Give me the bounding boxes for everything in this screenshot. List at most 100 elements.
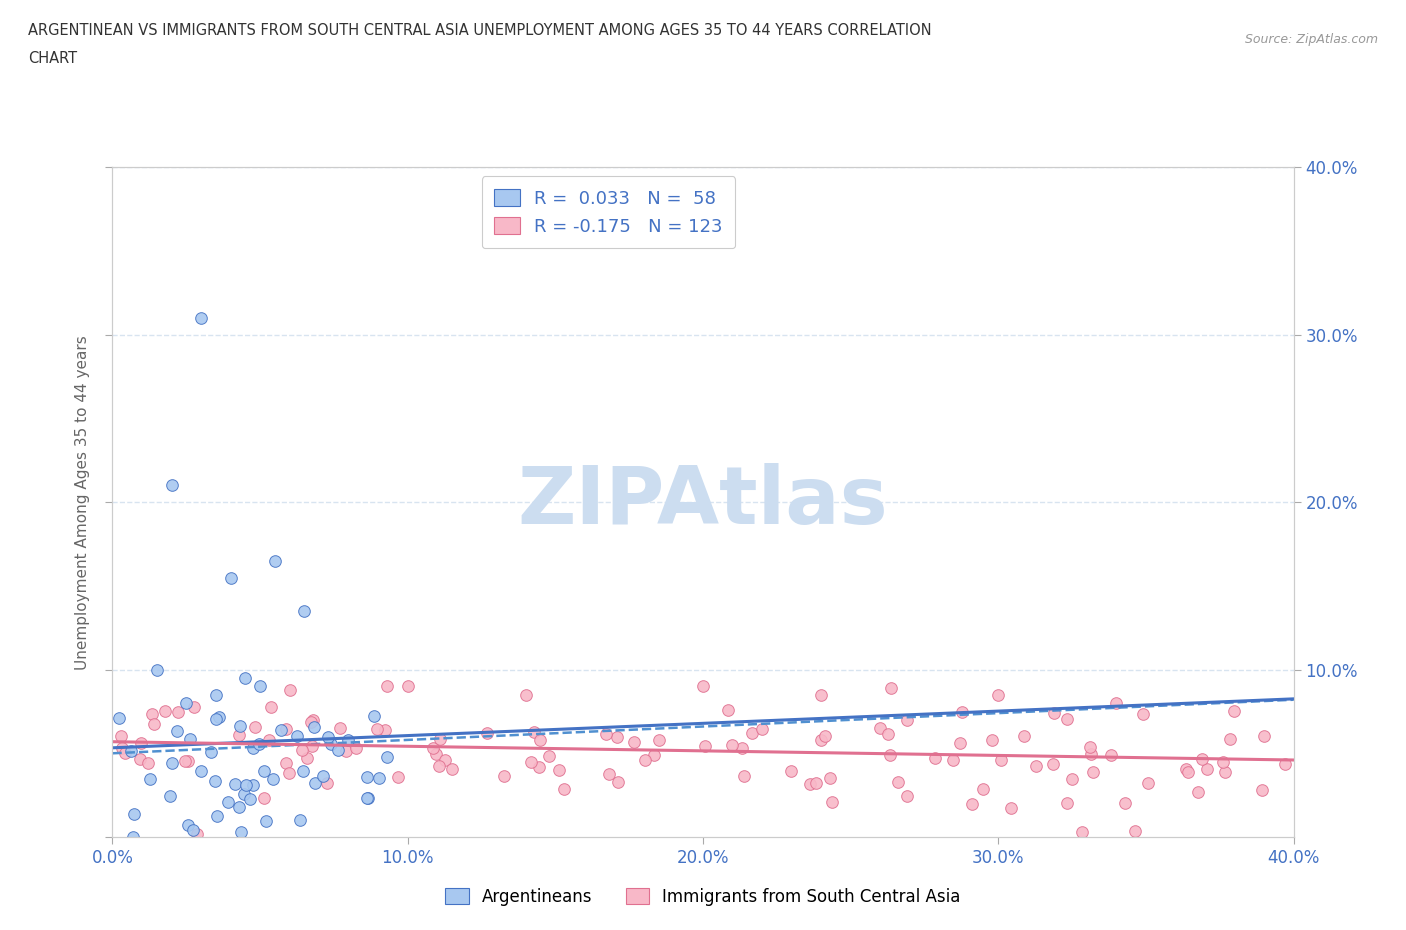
Point bbox=[623, 735, 645, 750]
Point bbox=[692, 679, 714, 694]
Point bbox=[1213, 764, 1236, 779]
Point bbox=[553, 781, 575, 796]
Point bbox=[1212, 755, 1234, 770]
Point bbox=[270, 723, 292, 737]
Point bbox=[869, 721, 891, 736]
Point bbox=[972, 781, 994, 796]
Point bbox=[254, 813, 277, 828]
Point bbox=[363, 709, 385, 724]
Point bbox=[529, 732, 551, 747]
Point bbox=[1056, 711, 1078, 726]
Point bbox=[224, 777, 246, 791]
Point bbox=[276, 755, 298, 770]
Point bbox=[606, 729, 628, 744]
Point bbox=[208, 710, 231, 724]
Point bbox=[264, 553, 287, 568]
Point bbox=[548, 762, 571, 777]
Point bbox=[174, 753, 197, 768]
Point bbox=[1195, 762, 1218, 777]
Point bbox=[396, 679, 419, 694]
Point bbox=[422, 740, 444, 755]
Text: Source: ZipAtlas.com: Source: ZipAtlas.com bbox=[1244, 33, 1378, 46]
Point bbox=[160, 478, 183, 493]
Point bbox=[375, 750, 398, 764]
Point bbox=[1080, 747, 1102, 762]
Point bbox=[441, 762, 464, 777]
Point bbox=[1000, 801, 1022, 816]
Point bbox=[217, 795, 239, 810]
Point bbox=[648, 733, 671, 748]
Point bbox=[292, 764, 315, 778]
Point bbox=[233, 671, 256, 685]
Point bbox=[804, 776, 827, 790]
Point bbox=[799, 777, 821, 791]
Point bbox=[598, 766, 620, 781]
Point bbox=[433, 753, 456, 768]
Point bbox=[228, 800, 250, 815]
Point bbox=[948, 735, 970, 750]
Point bbox=[1062, 772, 1084, 787]
Point bbox=[515, 687, 537, 702]
Point bbox=[190, 764, 212, 778]
Point bbox=[1223, 704, 1246, 719]
Point bbox=[425, 746, 447, 761]
Point bbox=[120, 744, 142, 759]
Point bbox=[537, 749, 560, 764]
Point bbox=[232, 787, 254, 802]
Point bbox=[981, 732, 1004, 747]
Point bbox=[427, 758, 450, 773]
Point bbox=[987, 687, 1010, 702]
Point bbox=[1219, 731, 1241, 746]
Point bbox=[924, 751, 946, 765]
Point bbox=[366, 722, 388, 737]
Point bbox=[1191, 751, 1213, 766]
Point bbox=[138, 755, 160, 770]
Point bbox=[242, 777, 264, 792]
Point bbox=[205, 711, 228, 726]
Text: ARGENTINEAN VS IMMIGRANTS FROM SOUTH CENTRAL ASIA UNEMPLOYMENT AMONG AGES 35 TO : ARGENTINEAN VS IMMIGRANTS FROM SOUTH CEN… bbox=[28, 23, 932, 38]
Point bbox=[336, 732, 359, 747]
Point bbox=[204, 774, 226, 789]
Point bbox=[896, 789, 918, 804]
Point bbox=[1071, 825, 1094, 840]
Point bbox=[111, 740, 134, 755]
Point bbox=[523, 724, 546, 739]
Point bbox=[356, 770, 378, 785]
Point bbox=[190, 311, 212, 325]
Point bbox=[162, 755, 184, 770]
Point bbox=[304, 776, 326, 790]
Point bbox=[326, 742, 349, 757]
Point bbox=[139, 771, 162, 786]
Point bbox=[299, 714, 322, 729]
Point bbox=[181, 823, 204, 838]
Point bbox=[274, 722, 297, 737]
Point bbox=[721, 737, 744, 752]
Point bbox=[733, 768, 755, 783]
Point bbox=[219, 570, 242, 585]
Point bbox=[177, 818, 200, 833]
Point bbox=[990, 752, 1012, 767]
Point bbox=[751, 722, 773, 737]
Point bbox=[292, 604, 315, 618]
Point bbox=[643, 747, 665, 762]
Point bbox=[278, 683, 301, 698]
Point bbox=[235, 777, 257, 792]
Point bbox=[228, 718, 250, 733]
Point bbox=[166, 724, 188, 738]
Point bbox=[205, 687, 228, 702]
Point bbox=[242, 740, 264, 755]
Point bbox=[429, 731, 451, 746]
Point bbox=[176, 753, 198, 768]
Point bbox=[253, 790, 276, 805]
Point bbox=[475, 726, 498, 741]
Point bbox=[295, 751, 318, 765]
Point bbox=[1012, 729, 1035, 744]
Point bbox=[114, 746, 136, 761]
Point bbox=[110, 728, 132, 743]
Point bbox=[122, 807, 145, 822]
Point bbox=[821, 795, 844, 810]
Point bbox=[695, 738, 717, 753]
Point bbox=[1042, 705, 1064, 720]
Point bbox=[375, 679, 398, 694]
Point bbox=[814, 728, 837, 743]
